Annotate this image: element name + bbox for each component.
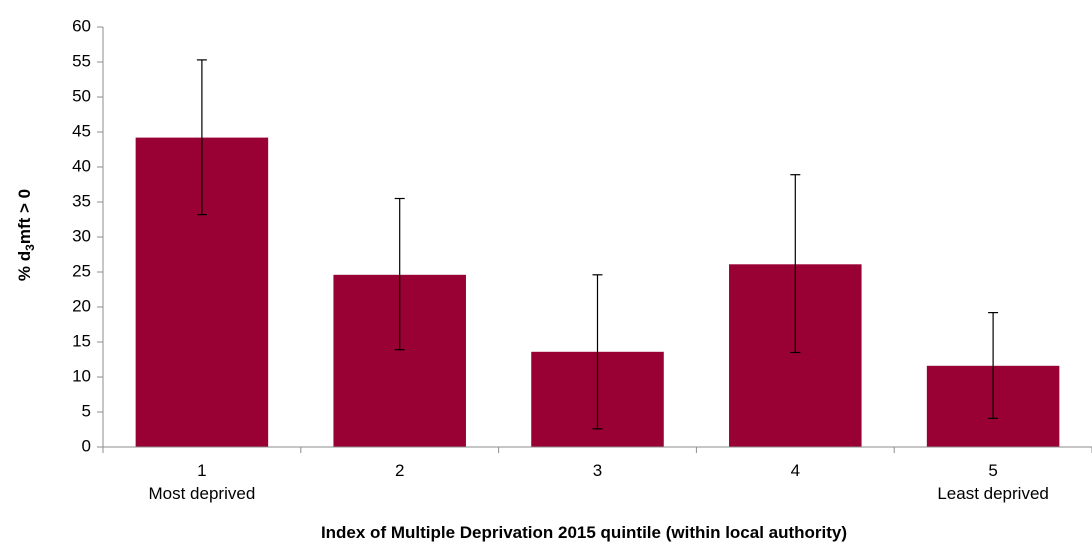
x-tick-label-5: 5 xyxy=(988,461,997,480)
y-tick-label-45: 45 xyxy=(72,121,91,140)
y-tick-label-20: 20 xyxy=(72,296,91,315)
y-tick-label-55: 55 xyxy=(72,51,91,70)
x-sublabel-5: Least deprived xyxy=(937,484,1049,503)
y-tick-label-40: 40 xyxy=(72,156,91,175)
y-tick-label-10: 10 xyxy=(72,366,91,385)
y-tick-label-30: 30 xyxy=(72,226,91,245)
x-tick-label-4: 4 xyxy=(791,461,800,480)
y-tick-label-60: 60 xyxy=(72,16,91,35)
x-tick-label-2: 2 xyxy=(395,461,404,480)
y-axis-title-sub: 3 xyxy=(23,244,37,251)
y-axis-title-post: mft > 0 xyxy=(15,189,34,244)
y-tick-label-35: 35 xyxy=(72,191,91,210)
x-sublabel-1: Most deprived xyxy=(149,484,256,503)
x-axis-title: Index of Multiple Deprivation 2015 quint… xyxy=(321,523,847,542)
y-axis-title: % d3mft > 0 xyxy=(15,189,37,281)
y-tick-label-50: 50 xyxy=(72,86,91,105)
x-tick-label-3: 3 xyxy=(593,461,602,480)
y-tick-label-5: 5 xyxy=(82,401,91,420)
y-tick-label-25: 25 xyxy=(72,261,91,280)
y-axis-title-pre: % d xyxy=(15,251,34,281)
x-tick-label-1: 1 xyxy=(197,461,206,480)
y-tick-label-0: 0 xyxy=(82,436,91,455)
y-tick-label-15: 15 xyxy=(72,331,91,350)
